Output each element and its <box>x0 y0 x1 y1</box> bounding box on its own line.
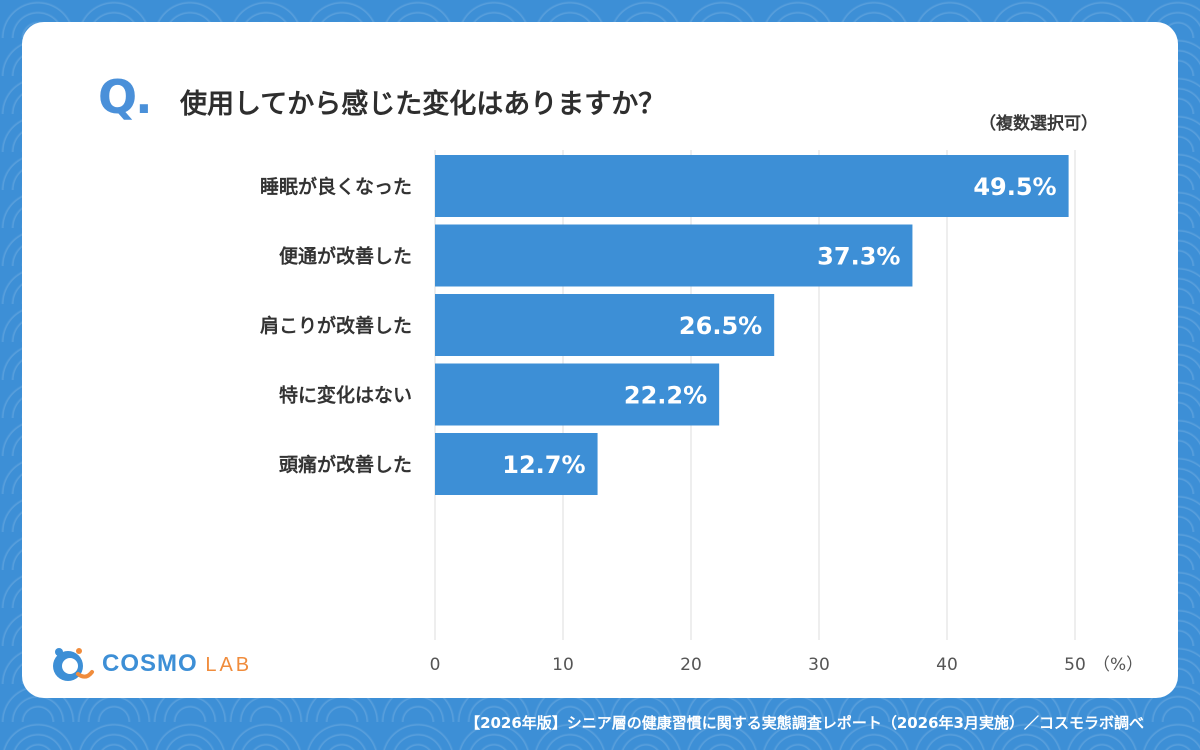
cosmo-lab-logo: COSMO LAB <box>48 644 252 684</box>
bar-value-label: 26.5% <box>679 312 762 340</box>
multiple-choice-note: （複数選択可） <box>979 114 1098 134</box>
cosmo-lab-logo-text: COSMO LAB <box>102 650 253 677</box>
category-label: 肩こりが改善した <box>260 314 412 337</box>
bar <box>435 433 598 495</box>
card: Q. 使用してから感じた変化はありますか？ （複数選択可） COSMO LAB <box>22 22 1178 698</box>
x-tick-label: 20 <box>680 655 702 675</box>
category-label: 睡眠が良くなった <box>260 175 412 198</box>
bar <box>435 294 775 356</box>
bar-value-label: 22.2% <box>624 382 707 410</box>
x-unit-label: （%） <box>1093 655 1143 675</box>
question-mark: Q. <box>98 70 153 124</box>
category-label: 頭痛が改善した <box>279 453 412 476</box>
x-tick-label: 10 <box>552 655 574 675</box>
x-tick-label: 30 <box>808 655 830 675</box>
footer-source: 【2026年版】シニア層の健康習慣に関する実態調査レポート（2026年3月実施）… <box>465 714 1144 732</box>
x-tick-label: 0 <box>430 655 441 675</box>
bar-value-label: 12.7% <box>502 451 585 479</box>
x-tick-label: 50 <box>1064 655 1086 675</box>
bar <box>435 224 913 287</box>
cosmo-lab-logo-icon <box>53 648 94 681</box>
category-label: 特に変化はない <box>279 384 412 407</box>
x-tick-label: 40 <box>936 655 958 675</box>
bar <box>435 155 1069 217</box>
bar-value-label: 37.3% <box>817 243 900 271</box>
bar-value-label: 49.5% <box>973 173 1056 201</box>
question-title: 使用してから感じた変化はありますか？ <box>180 89 666 120</box>
bar <box>435 363 720 426</box>
category-label: 便通が改善した <box>279 245 412 268</box>
